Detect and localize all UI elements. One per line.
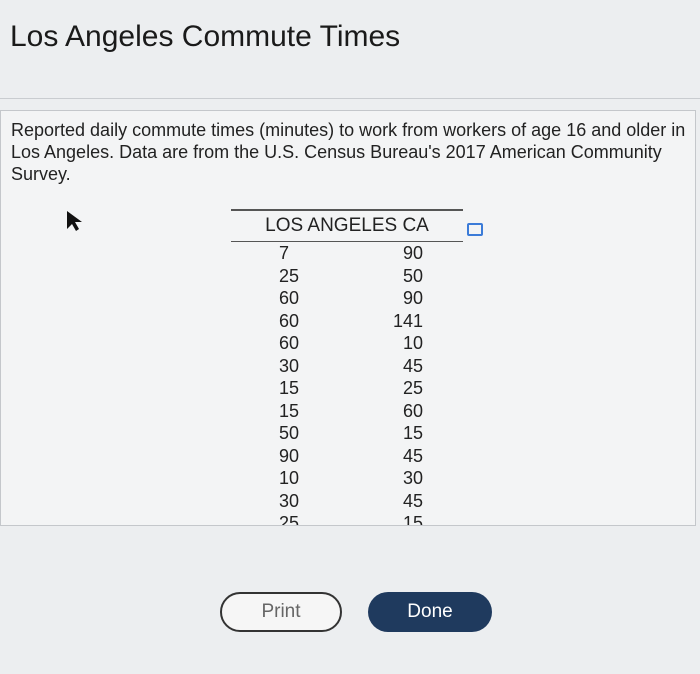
table-row: 10 30 bbox=[231, 467, 463, 490]
table-row: 7 90 bbox=[231, 242, 463, 265]
copy-icon[interactable] bbox=[467, 223, 483, 236]
table-row: 30 45 bbox=[231, 490, 463, 513]
cursor bbox=[67, 211, 82, 231]
table-cell: 10 bbox=[279, 468, 300, 488]
table-cell: 15 bbox=[279, 400, 300, 421]
table-row: 50 15 bbox=[231, 422, 463, 445]
table-cell: 15 bbox=[402, 423, 423, 443]
done-button[interactable]: Done bbox=[368, 592, 492, 632]
divider bbox=[0, 98, 700, 99]
table-cell: 60 bbox=[279, 310, 300, 331]
table-row: 25 15 bbox=[231, 512, 463, 526]
table-cell: 60 bbox=[402, 400, 423, 421]
table-cell: 50 bbox=[402, 265, 423, 286]
table-cell: 7 bbox=[279, 243, 290, 263]
table-cell: 90 bbox=[279, 445, 300, 466]
title: Los Angeles Commute Times bbox=[10, 20, 401, 53]
table-header: LOS ANGELES CA bbox=[231, 209, 463, 242]
print-button[interactable]: Print bbox=[220, 592, 342, 632]
table-row: 60 10 bbox=[231, 332, 463, 355]
table-row: 15 60 bbox=[231, 400, 463, 423]
table-cell: 15 bbox=[279, 378, 300, 398]
table-cell: 90 bbox=[402, 288, 423, 308]
table-cell: 25 bbox=[402, 378, 423, 398]
table-row: 90 45 bbox=[231, 445, 463, 468]
table-body: 7 90 25 50 60 90 60 141 60 10 30 45 15 25 15 60 50 15 90 45… bbox=[231, 242, 463, 526]
data-panel: Reported daily commute times (minutes) t… bbox=[0, 110, 696, 526]
header-row: LOS ANGELES CA bbox=[231, 209, 463, 242]
table-row: 25 50 bbox=[231, 265, 463, 288]
table-cell: 60 bbox=[279, 333, 300, 353]
table-cell: 25 bbox=[279, 513, 300, 526]
table-cell: 50 bbox=[279, 423, 300, 443]
table-cell: 60 bbox=[279, 288, 300, 308]
table-cell: 45 bbox=[402, 355, 423, 376]
table-row: 15 25 bbox=[231, 377, 463, 400]
table-cell: 30 bbox=[279, 355, 300, 376]
table-cell: 10 bbox=[402, 333, 423, 353]
description: Reported daily commute times (minutes) t… bbox=[11, 120, 686, 184]
data-table: LOS ANGELES CA 7 90 25 50 60 90 60 141 60 10 30 45 1… bbox=[231, 209, 463, 526]
table-cell: 15 bbox=[402, 513, 423, 526]
table-cell: 25 bbox=[279, 265, 300, 286]
table-row: 60 141 bbox=[231, 310, 463, 333]
table-cell: 30 bbox=[279, 490, 300, 511]
table-row: 60 90 bbox=[231, 287, 463, 310]
table-cell: 30 bbox=[402, 468, 423, 488]
table-cell: 90 bbox=[402, 243, 423, 263]
table-row: 30 45 bbox=[231, 355, 463, 378]
table-cell: 141 bbox=[392, 310, 423, 331]
table-cell: 45 bbox=[402, 445, 423, 466]
table-cell: 45 bbox=[402, 490, 423, 511]
